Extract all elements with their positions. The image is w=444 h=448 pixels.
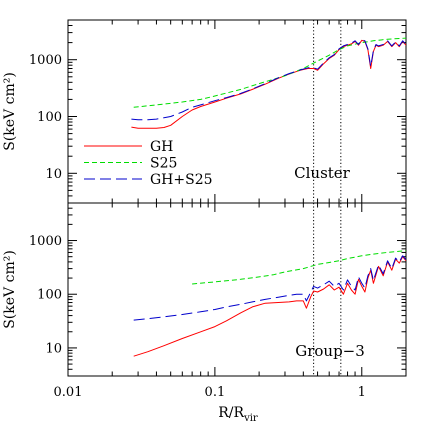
y-tick-label: 100 xyxy=(37,110,62,125)
y-axis-label: S(keV cm²) xyxy=(2,250,18,329)
series-group xyxy=(133,250,406,357)
panel-label: Group−3 xyxy=(295,342,365,360)
series-line-s25 xyxy=(192,250,406,285)
panel-group-3: 10 100 1000 S(keV cm²) Group−3 xyxy=(2,202,407,377)
y-tick-label: 100 xyxy=(37,288,62,303)
series-line-gh xyxy=(133,256,406,357)
legend-label: GH+S25 xyxy=(150,172,213,188)
panel-frame xyxy=(67,202,407,377)
x-tick-label: 1 xyxy=(358,385,366,400)
panel-cluster: 10 100 1000 S(keV cm²) Cluster xyxy=(2,19,407,204)
series-line-gh xyxy=(131,39,406,129)
y-axis-label: S(keV cm²) xyxy=(2,72,18,151)
series-group xyxy=(131,37,406,129)
panel-frame xyxy=(67,19,407,204)
series-line-s25 xyxy=(133,37,406,108)
y-tick-label: 1000 xyxy=(29,53,62,68)
legend-label: GH xyxy=(150,139,173,155)
legend-label: S25 xyxy=(150,156,177,172)
x-axis-label: R/Rvir xyxy=(218,405,258,424)
panel-label: Cluster xyxy=(294,164,351,182)
x-tick-label: 0.1 xyxy=(205,385,226,400)
series-line-gh-s25 xyxy=(133,255,406,321)
x-tick-label: 0.01 xyxy=(54,385,83,400)
y-tick-label: 1000 xyxy=(29,234,62,249)
series-line-gh-s25 xyxy=(131,39,406,121)
y-tick-label: 10 xyxy=(45,167,62,182)
y-tick-label: 10 xyxy=(45,341,62,356)
